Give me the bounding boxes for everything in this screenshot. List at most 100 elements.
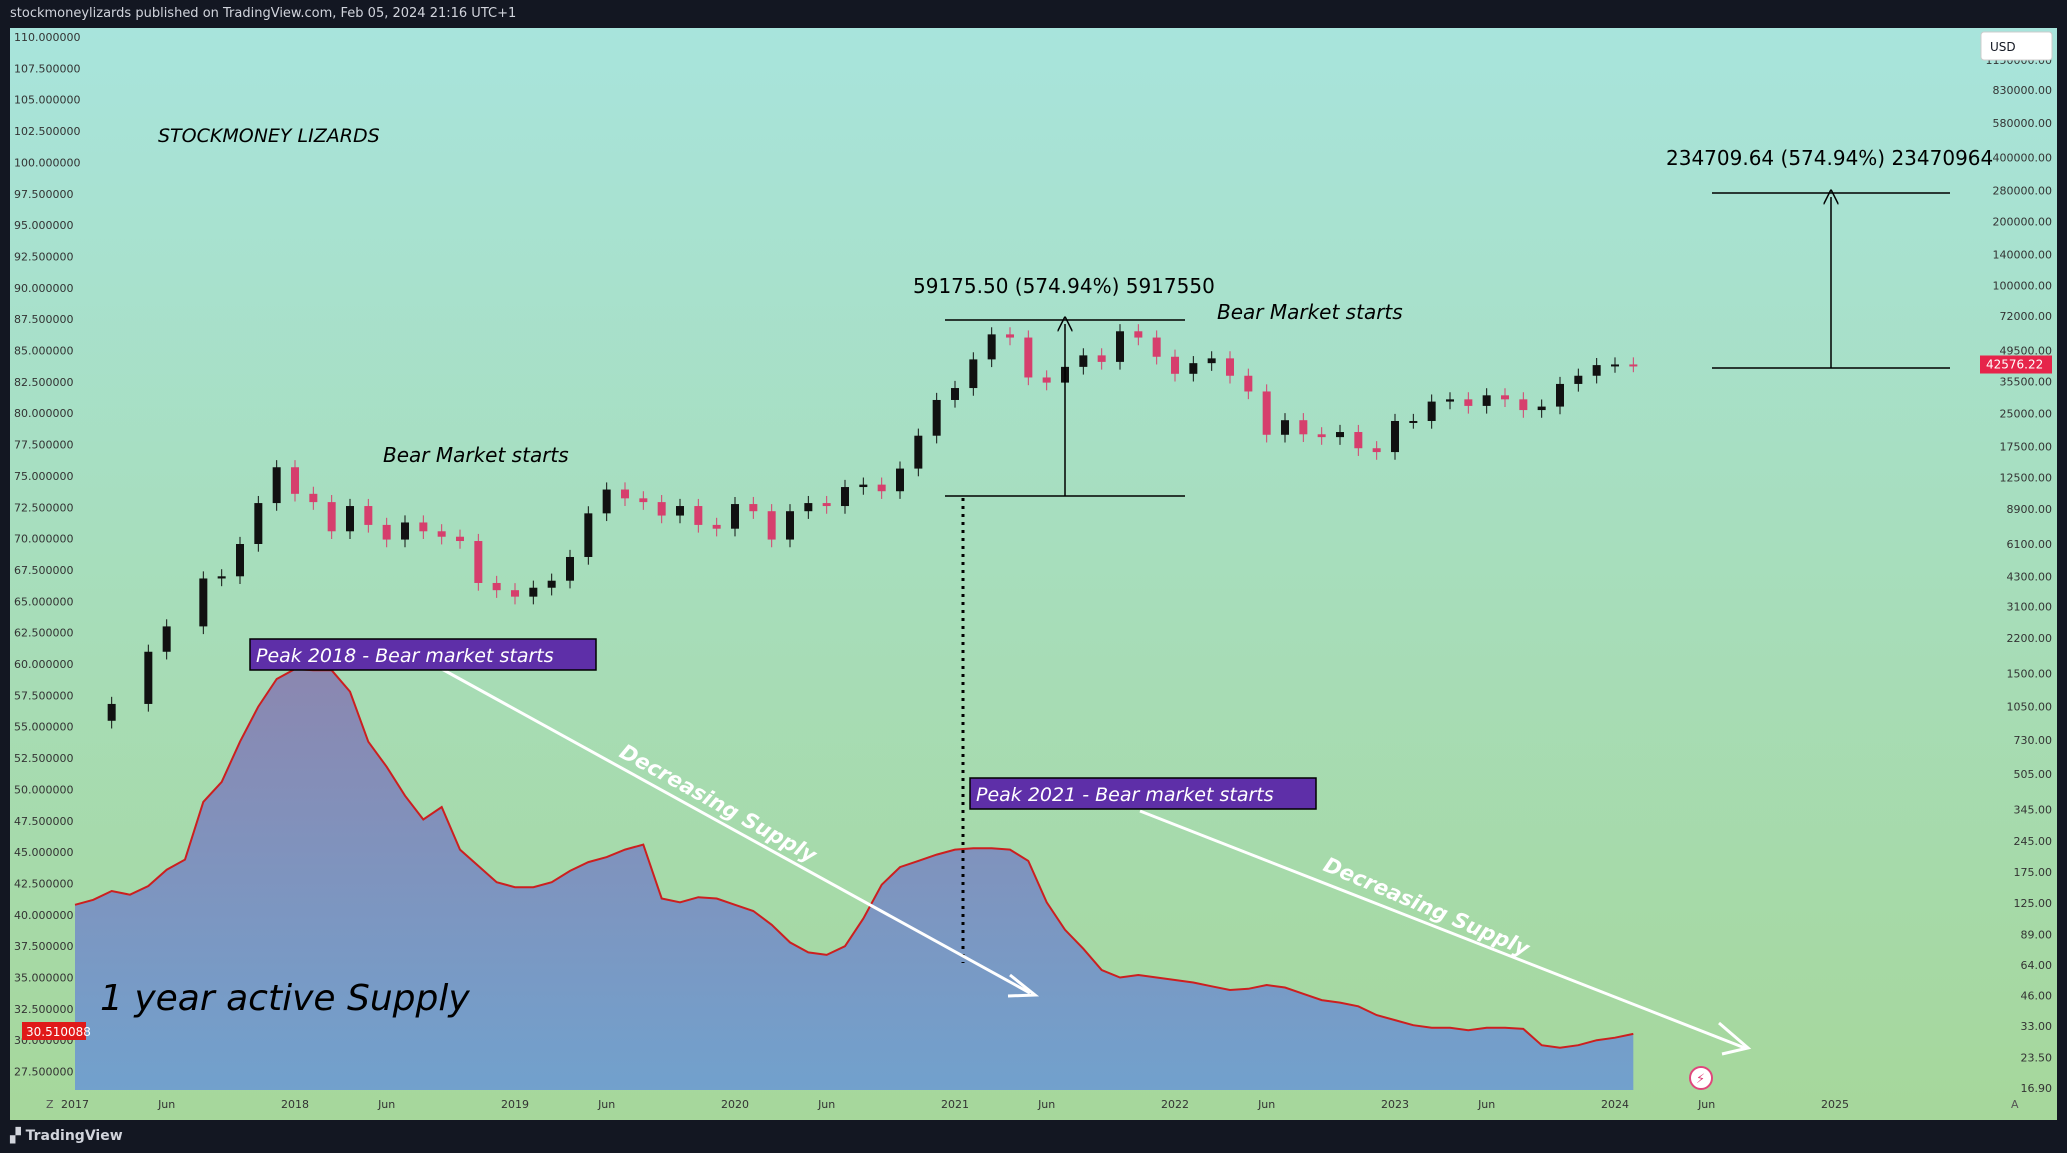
left-axis-tick: 65.000000 bbox=[14, 595, 74, 608]
chart-svg[interactable]: 110.000000 107.500000 105.000000 102.500000… bbox=[0, 28, 2067, 1120]
left-axis-tick: 105.000000 bbox=[14, 94, 80, 107]
x-axis-tick: 2023 bbox=[1381, 1098, 1409, 1111]
tv-logo-icon: ▞ bbox=[10, 1128, 26, 1144]
price-candle bbox=[621, 489, 629, 499]
left-axis-tick: 35.000000 bbox=[14, 972, 74, 985]
right-axis-tick: 46.00 bbox=[2021, 989, 2053, 1002]
tradingview-logo[interactable]: ▞ TradingView bbox=[10, 1128, 123, 1144]
price-candle bbox=[1629, 364, 1638, 367]
price-candle bbox=[419, 522, 428, 532]
price-candle bbox=[896, 468, 904, 492]
price-candle bbox=[529, 587, 538, 597]
measure-label-1: 59175.50 (574.94%) 5917550 bbox=[913, 274, 1215, 298]
left-axis-tick: 27.500000 bbox=[14, 1066, 74, 1079]
left-axis-tick: 60.000000 bbox=[14, 658, 74, 671]
supply-value-badge: 30.510088 bbox=[22, 1022, 91, 1040]
price-candle bbox=[236, 543, 244, 577]
left-axis-tick: 45.000000 bbox=[14, 846, 74, 859]
right-axis-tick: 72000.00 bbox=[2000, 310, 2053, 323]
price-candle bbox=[1501, 395, 1509, 400]
last-price-badge: 42576.22 bbox=[1980, 355, 2052, 374]
supply-area bbox=[75, 669, 1634, 1090]
top-bar: stockmoneylizards published on TradingVi… bbox=[0, 0, 2067, 28]
price-candle bbox=[1556, 383, 1564, 407]
peak-2021-label[interactable]: Peak 2021 - Bear market starts bbox=[969, 777, 1317, 810]
right-axis-tick: 580000.00 bbox=[1993, 117, 2053, 130]
price-candle bbox=[1042, 377, 1051, 383]
measure-tool-projection[interactable]: 234709.64 (574.94%) 23470964 bbox=[1666, 146, 1993, 369]
price-candle bbox=[1464, 399, 1473, 406]
left-axis-tick: 77.500000 bbox=[14, 439, 74, 452]
price-candle bbox=[1537, 406, 1546, 411]
price-candle bbox=[1134, 331, 1143, 338]
price-candle bbox=[749, 504, 758, 512]
price-candle bbox=[144, 651, 153, 704]
price-candle bbox=[676, 506, 684, 516]
price-candle bbox=[456, 536, 464, 542]
right-axis-tick: 280000.00 bbox=[1993, 185, 2053, 198]
right-axis-tick: 100000.00 bbox=[1993, 280, 2053, 293]
price-candle bbox=[932, 399, 941, 436]
right-axis-tick: 505.00 bbox=[2014, 768, 2053, 781]
price-candle bbox=[1317, 434, 1326, 438]
x-axis-tick: 2017 bbox=[61, 1098, 89, 1111]
x-axis-tick: 2022 bbox=[1161, 1098, 1189, 1111]
x-axis-tick: 2021 bbox=[941, 1098, 969, 1111]
right-axis-tick: 1500.00 bbox=[2007, 668, 2053, 681]
price-candle bbox=[694, 506, 703, 525]
price-candle bbox=[217, 576, 226, 579]
price-candle bbox=[1281, 420, 1289, 435]
left-axis-tick: 55.000000 bbox=[14, 721, 74, 734]
price-candle bbox=[1592, 365, 1601, 376]
right-axis-tick: 64.00 bbox=[2021, 959, 2053, 972]
price-candle bbox=[1079, 355, 1088, 367]
price-candle bbox=[1336, 432, 1344, 438]
price-candle bbox=[309, 493, 318, 503]
supply-line bbox=[74, 667, 1634, 1049]
price-candle bbox=[346, 506, 354, 532]
brand-label: STOCKMONEY LIZARDS bbox=[158, 125, 380, 147]
left-axis-tick: 37.500000 bbox=[14, 940, 74, 953]
measure-tool-2021[interactable]: 59175.50 (574.94%) 5917550 bbox=[913, 274, 1215, 497]
price-candle bbox=[254, 503, 263, 544]
price-candle bbox=[327, 502, 336, 532]
price-candle bbox=[1446, 399, 1454, 402]
currency-box[interactable] bbox=[1980, 31, 2053, 61]
price-candle bbox=[1574, 375, 1583, 384]
right-axis-tick: 49500.00 bbox=[2000, 345, 2053, 358]
right-axis-tick: 25000.00 bbox=[2000, 408, 2053, 421]
x-axis-tick: Jun bbox=[817, 1098, 835, 1111]
x-axis-tick: Jun bbox=[377, 1098, 395, 1111]
right-axis-tick: 730.00 bbox=[2014, 734, 2053, 747]
x-axis-tick: Jun bbox=[1697, 1098, 1715, 1111]
bottom-bar: ▞ TradingView bbox=[0, 1120, 2067, 1153]
price-candle bbox=[511, 590, 519, 597]
price-candle bbox=[1116, 331, 1124, 362]
price-candle bbox=[291, 467, 299, 494]
axis-corner-left[interactable]: Z bbox=[46, 1098, 54, 1111]
x-axis-tick: 2019 bbox=[501, 1098, 529, 1111]
price-candle bbox=[1207, 358, 1216, 364]
price-candle bbox=[364, 506, 373, 525]
x-axis-tick: Jun bbox=[1037, 1098, 1055, 1111]
axis-corner-right[interactable]: A bbox=[2011, 1098, 2019, 1111]
right-axis-tick: 3100.00 bbox=[2007, 601, 2053, 614]
right-axis-tick: 200000.00 bbox=[1993, 216, 2053, 229]
price-candle bbox=[584, 513, 593, 557]
currency-label: USD bbox=[1990, 40, 2016, 54]
right-axis-tick: 12500.00 bbox=[2000, 472, 2053, 485]
right-axis-tick: 2200.00 bbox=[2007, 632, 2053, 645]
price-candle bbox=[639, 498, 648, 503]
price-candle bbox=[1152, 337, 1161, 357]
left-axis-tick: 42.500000 bbox=[14, 877, 74, 890]
left-axis-tick: 57.500000 bbox=[14, 689, 74, 702]
right-axis-tick: 33.00 bbox=[2021, 1020, 2053, 1033]
peak-2018-label[interactable]: Peak 2018 - Bear market starts bbox=[249, 638, 597, 671]
price-candle bbox=[382, 524, 391, 540]
supply-title: 1 year active Supply bbox=[100, 978, 470, 1019]
right-axis-tick: 175.00 bbox=[2014, 866, 2053, 879]
right-axis-tick: 6100.00 bbox=[2007, 538, 2053, 551]
snapshot-icon[interactable]: ⚡ bbox=[1689, 1066, 1713, 1090]
left-axis-tick: 92.500000 bbox=[14, 250, 74, 263]
price-candle bbox=[1006, 334, 1014, 338]
